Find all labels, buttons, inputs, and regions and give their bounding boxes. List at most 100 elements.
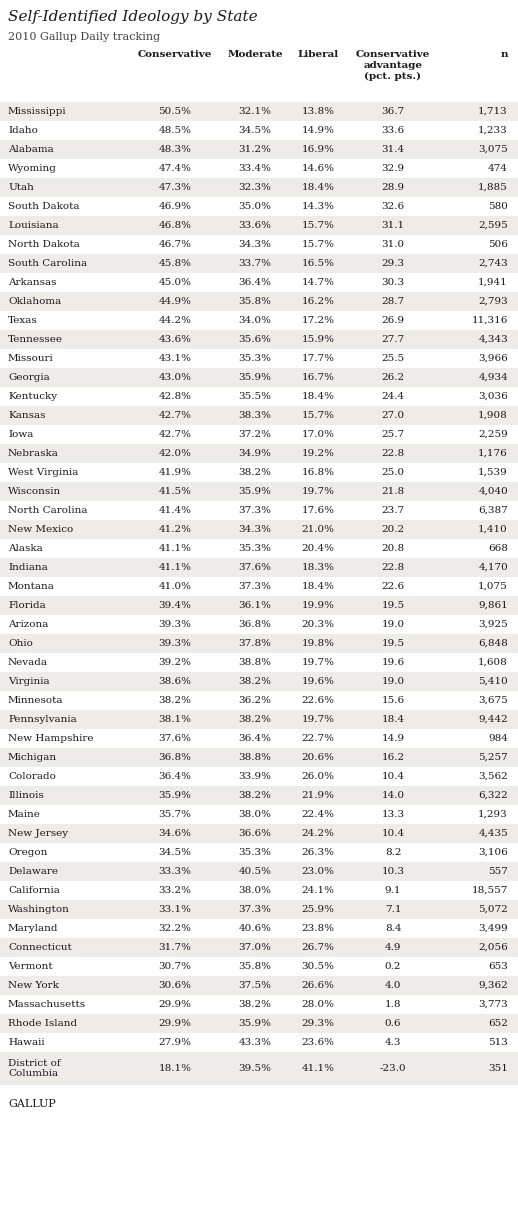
Bar	[0, 235, 518, 254]
Text: 33.2%: 33.2%	[159, 886, 192, 895]
Text: 2010 Gallup Daily tracking: 2010 Gallup Daily tracking	[8, 32, 160, 42]
Text: 47.4%: 47.4%	[159, 164, 192, 174]
Text: Conservative
advantage
(pct. pts.): Conservative advantage (pct. pts.)	[356, 50, 430, 81]
Text: 20.6%: 20.6%	[301, 753, 335, 763]
Text: 22.8: 22.8	[381, 563, 405, 572]
Text: 6,322: 6,322	[478, 791, 508, 800]
Text: 27.7: 27.7	[381, 335, 405, 345]
Text: Oregon: Oregon	[8, 848, 47, 857]
Bar	[0, 690, 518, 710]
Text: 25.0: 25.0	[381, 468, 405, 477]
Text: 42.7%: 42.7%	[159, 411, 192, 420]
Text: Pennsylvania: Pennsylvania	[8, 715, 77, 723]
Text: New Hampshire: New Hampshire	[8, 734, 94, 743]
Text: 15.7%: 15.7%	[301, 240, 335, 249]
Text: 3,773: 3,773	[478, 1000, 508, 1009]
Text: 41.1%: 41.1%	[301, 1064, 335, 1073]
Text: 35.3%: 35.3%	[238, 354, 271, 363]
Text: GALLUP: GALLUP	[8, 1099, 56, 1110]
Text: 22.8: 22.8	[381, 448, 405, 458]
Text: 31.0: 31.0	[381, 240, 405, 249]
Text: 37.6%: 37.6%	[159, 734, 192, 743]
Bar	[0, 995, 518, 1014]
Text: 33.6: 33.6	[381, 126, 405, 134]
Text: Missouri: Missouri	[8, 354, 54, 363]
Text: 42.7%: 42.7%	[159, 430, 192, 439]
Text: Washington: Washington	[8, 906, 70, 914]
Text: 19.6: 19.6	[381, 657, 405, 667]
Bar	[0, 577, 518, 596]
Text: 1,941: 1,941	[478, 277, 508, 287]
Text: 13.3: 13.3	[381, 810, 405, 819]
Text: West Virginia: West Virginia	[8, 468, 78, 477]
Text: 16.2%: 16.2%	[301, 297, 335, 306]
Text: 1,410: 1,410	[478, 525, 508, 534]
Text: Georgia: Georgia	[8, 373, 50, 382]
Text: Arkansas: Arkansas	[8, 277, 56, 287]
Text: 15.9%: 15.9%	[301, 335, 335, 345]
Text: 36.8%: 36.8%	[238, 620, 271, 629]
Text: 22.4%: 22.4%	[301, 810, 335, 819]
Bar	[0, 349, 518, 368]
Text: Liberal: Liberal	[297, 50, 339, 59]
Text: Wyoming: Wyoming	[8, 164, 57, 174]
Text: 23.0%: 23.0%	[301, 866, 335, 876]
Text: 25.5: 25.5	[381, 354, 405, 363]
Bar	[0, 919, 518, 938]
Text: 41.4%: 41.4%	[159, 506, 192, 514]
Text: 33.1%: 33.1%	[159, 906, 192, 914]
Text: Maryland: Maryland	[8, 924, 59, 934]
Text: 0.2: 0.2	[385, 962, 401, 971]
Text: 35.3%: 35.3%	[238, 848, 271, 857]
Text: 506: 506	[488, 240, 508, 249]
Text: 19.5: 19.5	[381, 639, 405, 648]
Text: 6,387: 6,387	[478, 506, 508, 514]
Text: 26.9: 26.9	[381, 316, 405, 325]
Text: 48.3%: 48.3%	[159, 145, 192, 154]
Text: 19.6%: 19.6%	[301, 677, 335, 686]
Text: Tennessee: Tennessee	[8, 335, 63, 345]
Text: 36.7: 36.7	[381, 108, 405, 116]
Bar	[0, 786, 518, 805]
Text: 35.0%: 35.0%	[238, 202, 271, 211]
Text: 16.5%: 16.5%	[301, 259, 335, 268]
Bar	[0, 159, 518, 178]
Text: 41.0%: 41.0%	[159, 582, 192, 591]
Text: 37.2%: 37.2%	[238, 430, 271, 439]
Text: Kansas: Kansas	[8, 411, 46, 420]
Text: Idaho: Idaho	[8, 126, 38, 134]
Text: 653: 653	[488, 962, 508, 971]
Text: 4.0: 4.0	[385, 981, 401, 990]
Text: 41.2%: 41.2%	[159, 525, 192, 534]
Text: 13.8%: 13.8%	[301, 108, 335, 116]
Text: 5,410: 5,410	[478, 677, 508, 686]
Bar	[0, 862, 518, 881]
Text: 33.4%: 33.4%	[238, 164, 271, 174]
Text: 35.8%: 35.8%	[238, 962, 271, 971]
Text: 4,343: 4,343	[478, 335, 508, 345]
Text: 42.0%: 42.0%	[159, 448, 192, 458]
Bar	[0, 406, 518, 425]
Text: 19.7%: 19.7%	[301, 715, 335, 723]
Text: 43.3%: 43.3%	[238, 1037, 271, 1047]
Text: Hawaii: Hawaii	[8, 1037, 45, 1047]
Text: 34.6%: 34.6%	[159, 829, 192, 838]
Text: 33.6%: 33.6%	[238, 221, 271, 230]
Text: 17.7%: 17.7%	[301, 354, 335, 363]
Text: 39.2%: 39.2%	[159, 657, 192, 667]
Text: 14.9: 14.9	[381, 734, 405, 743]
Text: 38.2%: 38.2%	[238, 677, 271, 686]
Text: 48.5%: 48.5%	[159, 126, 192, 134]
Text: 41.1%: 41.1%	[159, 544, 192, 554]
Text: 44.9%: 44.9%	[159, 297, 192, 306]
Text: 18.4%: 18.4%	[301, 392, 335, 401]
Text: 14.7%: 14.7%	[301, 277, 335, 287]
Text: Iowa: Iowa	[8, 430, 33, 439]
Text: 10.4: 10.4	[381, 829, 405, 838]
Text: 9,442: 9,442	[478, 715, 508, 723]
Text: New Jersey: New Jersey	[8, 829, 68, 838]
Text: 38.8%: 38.8%	[238, 753, 271, 763]
Text: 4.3: 4.3	[385, 1037, 401, 1047]
Text: 24.4: 24.4	[381, 392, 405, 401]
Text: 37.0%: 37.0%	[238, 943, 271, 952]
